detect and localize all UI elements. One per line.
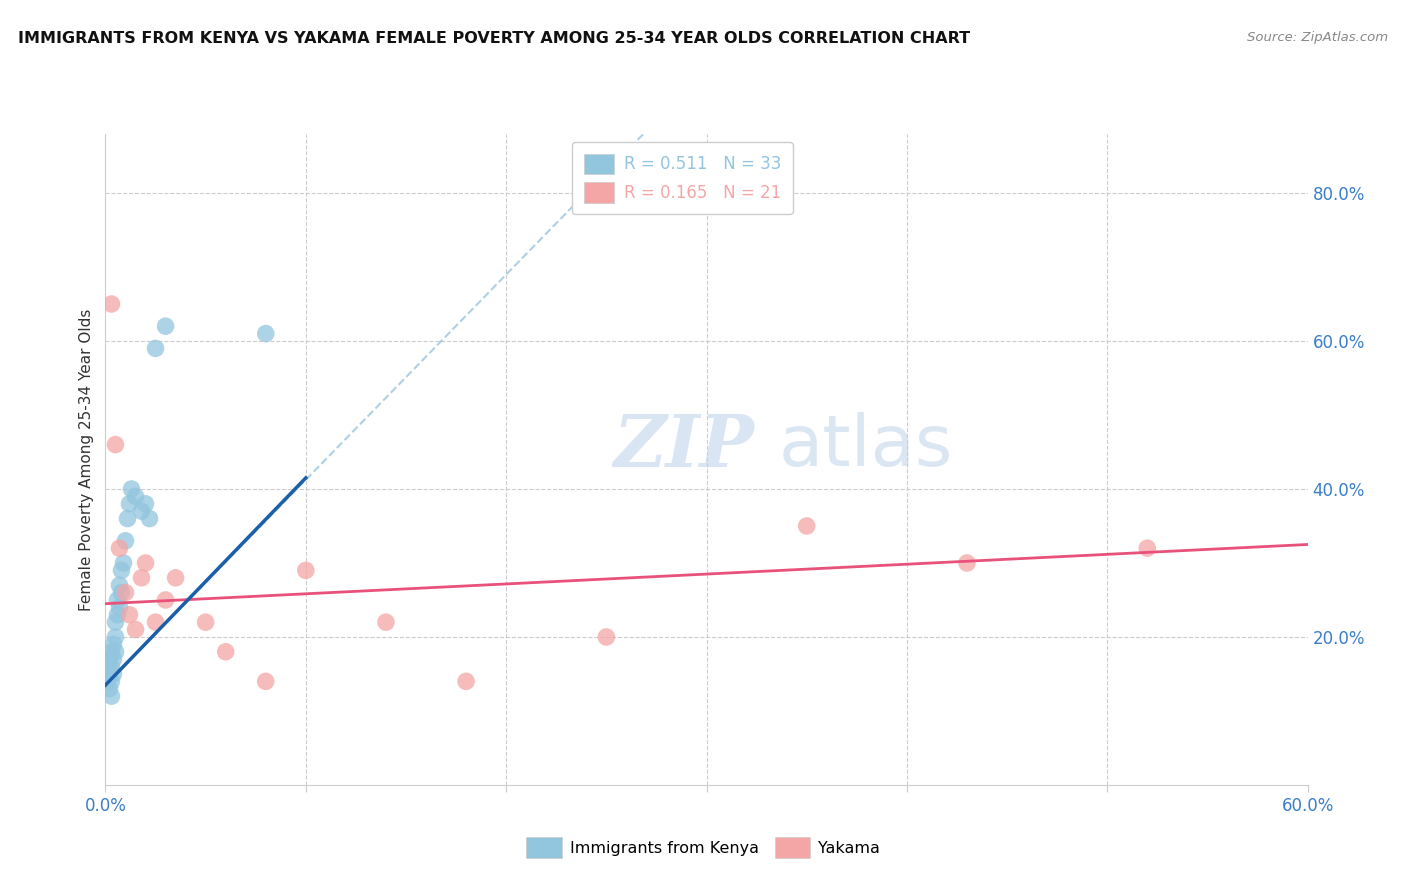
Point	[254, 326, 277, 341]
Point	[98, 681, 121, 696]
Point	[100, 297, 122, 311]
Point	[374, 615, 398, 630]
Point	[110, 563, 132, 577]
Point	[107, 607, 129, 622]
Point	[100, 645, 122, 659]
Point	[104, 615, 127, 630]
Point	[104, 630, 127, 644]
Point	[103, 652, 125, 666]
Text: Source: ZipAtlas.com: Source: ZipAtlas.com	[1247, 31, 1388, 45]
Point	[131, 571, 153, 585]
Point	[98, 652, 121, 666]
Point	[145, 615, 167, 630]
Point	[138, 511, 160, 525]
Text: ZIP: ZIP	[614, 411, 755, 482]
Point	[155, 319, 177, 334]
Point	[108, 578, 131, 592]
Point	[124, 623, 146, 637]
Point	[145, 342, 167, 356]
Point	[104, 645, 127, 659]
Point	[96, 659, 118, 673]
Point	[114, 585, 136, 599]
Point	[108, 541, 131, 556]
Point	[214, 645, 236, 659]
Point	[121, 482, 143, 496]
Point	[131, 504, 153, 518]
Point	[165, 571, 187, 585]
Point	[110, 585, 132, 599]
Point	[135, 556, 157, 570]
Point	[124, 489, 146, 503]
Legend: Immigrants from Kenya, Yakama: Immigrants from Kenya, Yakama	[520, 830, 886, 864]
Point	[108, 600, 131, 615]
Point	[112, 556, 135, 570]
Point	[118, 607, 141, 622]
Legend: R = 0.511   N = 33, R = 0.165   N = 21: R = 0.511 N = 33, R = 0.165 N = 21	[572, 142, 793, 214]
Point	[135, 497, 157, 511]
Point	[103, 667, 125, 681]
Y-axis label: Female Poverty Among 25-34 Year Olds: Female Poverty Among 25-34 Year Olds	[79, 309, 94, 610]
Point	[117, 511, 139, 525]
Point	[96, 674, 118, 689]
Point	[155, 593, 177, 607]
Point	[100, 674, 122, 689]
Point	[1136, 541, 1159, 556]
Point	[107, 593, 129, 607]
Point	[194, 615, 217, 630]
Point	[254, 674, 277, 689]
Point	[295, 563, 318, 577]
Point	[100, 689, 122, 703]
Point	[118, 497, 141, 511]
Point	[796, 519, 818, 533]
Point	[104, 437, 127, 451]
Point	[100, 659, 122, 673]
Point	[98, 667, 121, 681]
Point	[114, 533, 136, 548]
Point	[103, 637, 125, 651]
Text: IMMIGRANTS FROM KENYA VS YAKAMA FEMALE POVERTY AMONG 25-34 YEAR OLDS CORRELATION: IMMIGRANTS FROM KENYA VS YAKAMA FEMALE P…	[18, 31, 970, 46]
Point	[595, 630, 617, 644]
Text: atlas: atlas	[779, 412, 953, 481]
Point	[454, 674, 477, 689]
Point	[956, 556, 979, 570]
